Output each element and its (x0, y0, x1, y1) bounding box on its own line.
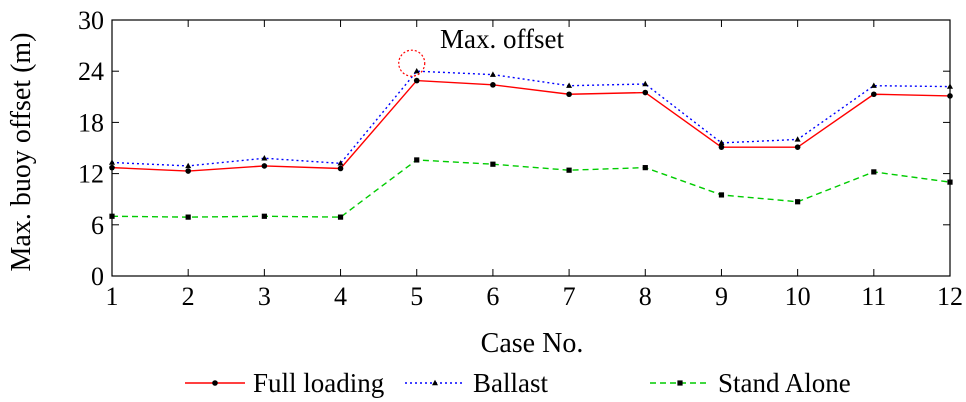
data-point-full-loading (185, 168, 191, 174)
x-tick-label: 1 (106, 282, 119, 311)
data-point-stand-alone (337, 214, 344, 220)
data-point-ballast (185, 162, 192, 169)
data-point-stand-alone (261, 213, 267, 219)
data-point-ballast (794, 136, 801, 142)
data-point-ballast (642, 80, 649, 87)
data-point-full-loading (109, 164, 115, 171)
data-point-stand-alone (795, 199, 801, 205)
series-full-loading (109, 77, 953, 174)
legend-item-full-loading: Full loading (185, 368, 384, 398)
data-point-ballast (109, 159, 115, 165)
x-tick-label: 8 (639, 282, 652, 311)
legend-marker (212, 380, 218, 386)
max-offset-highlight-circle (398, 49, 426, 77)
y-axis-title: Max. buoy offset (m) (6, 33, 37, 272)
data-point-full-loading (261, 163, 268, 169)
data-point-stand-alone (185, 214, 191, 220)
legend: Full loading Ballast Stand Alone (185, 368, 851, 398)
x-tick-label: 10 (785, 282, 811, 311)
x-tick-label: 12 (937, 282, 963, 311)
data-point-stand-alone (490, 161, 496, 167)
data-point-ballast (870, 82, 877, 88)
y-tick-label: 18 (78, 108, 104, 137)
data-point-full-loading (871, 91, 877, 98)
data-point-ballast (947, 83, 953, 89)
y-tick-label: 12 (78, 160, 104, 189)
legend-label: Ballast (473, 368, 548, 398)
x-tick-label: 3 (258, 282, 271, 311)
data-point-full-loading (566, 91, 572, 98)
data-point-full-loading (490, 82, 496, 88)
legend-label: Full loading (253, 368, 384, 398)
data-point-full-loading (337, 165, 344, 172)
data-point-ballast (566, 82, 573, 88)
series-ballast (109, 68, 953, 169)
data-point-stand-alone (414, 157, 420, 163)
data-point-full-loading (642, 89, 649, 96)
max-offset-annotation: Max. offset (440, 24, 564, 54)
plot-frame (111, 19, 951, 277)
legend-item-ballast: Ballast (405, 368, 548, 398)
series-line-ballast (111, 70, 951, 167)
data-point-full-loading (718, 144, 725, 150)
legend-item-stand-alone: Stand Alone (650, 368, 851, 398)
x-tick-label: 2 (182, 282, 195, 311)
axes (111, 19, 951, 277)
data-point-ballast (489, 71, 496, 77)
data-point-ballast (337, 160, 344, 166)
series-line-full-loading (111, 79, 951, 172)
x-tick-label: 5 (410, 282, 423, 311)
data-point-stand-alone (109, 213, 115, 219)
x-tick-label: 11 (861, 282, 886, 311)
legend-marker (432, 379, 438, 386)
data-point-stand-alone (871, 169, 877, 175)
data-point-stand-alone (642, 165, 648, 171)
annotation: Max. offset (398, 24, 564, 77)
x-axis-title: Case No. (481, 328, 584, 359)
legend-marker (677, 380, 683, 386)
y-tick-label: 6 (91, 211, 104, 240)
data-point-ballast (261, 155, 268, 161)
y-tick-label: 30 (78, 6, 104, 35)
x-tick-label: 4 (334, 282, 347, 311)
y-tick-label: 24 (78, 57, 104, 86)
data-point-full-loading (947, 93, 953, 99)
series-lines (109, 68, 953, 220)
data-point-stand-alone (566, 167, 572, 173)
data-point-ballast (718, 139, 725, 146)
data-point-stand-alone (947, 179, 953, 185)
x-tick-label: 9 (715, 282, 728, 311)
y-tick-label: 0 (91, 262, 104, 291)
data-point-ballast (413, 68, 420, 74)
legend-label: Stand Alone (718, 368, 851, 398)
x-tick-label: 6 (486, 282, 499, 311)
x-tick-label: 7 (563, 282, 576, 311)
data-point-stand-alone (718, 192, 725, 198)
data-point-full-loading (794, 144, 801, 150)
series-stand-alone (109, 157, 953, 220)
data-point-full-loading (413, 77, 420, 84)
series-line-stand-alone (111, 159, 951, 218)
